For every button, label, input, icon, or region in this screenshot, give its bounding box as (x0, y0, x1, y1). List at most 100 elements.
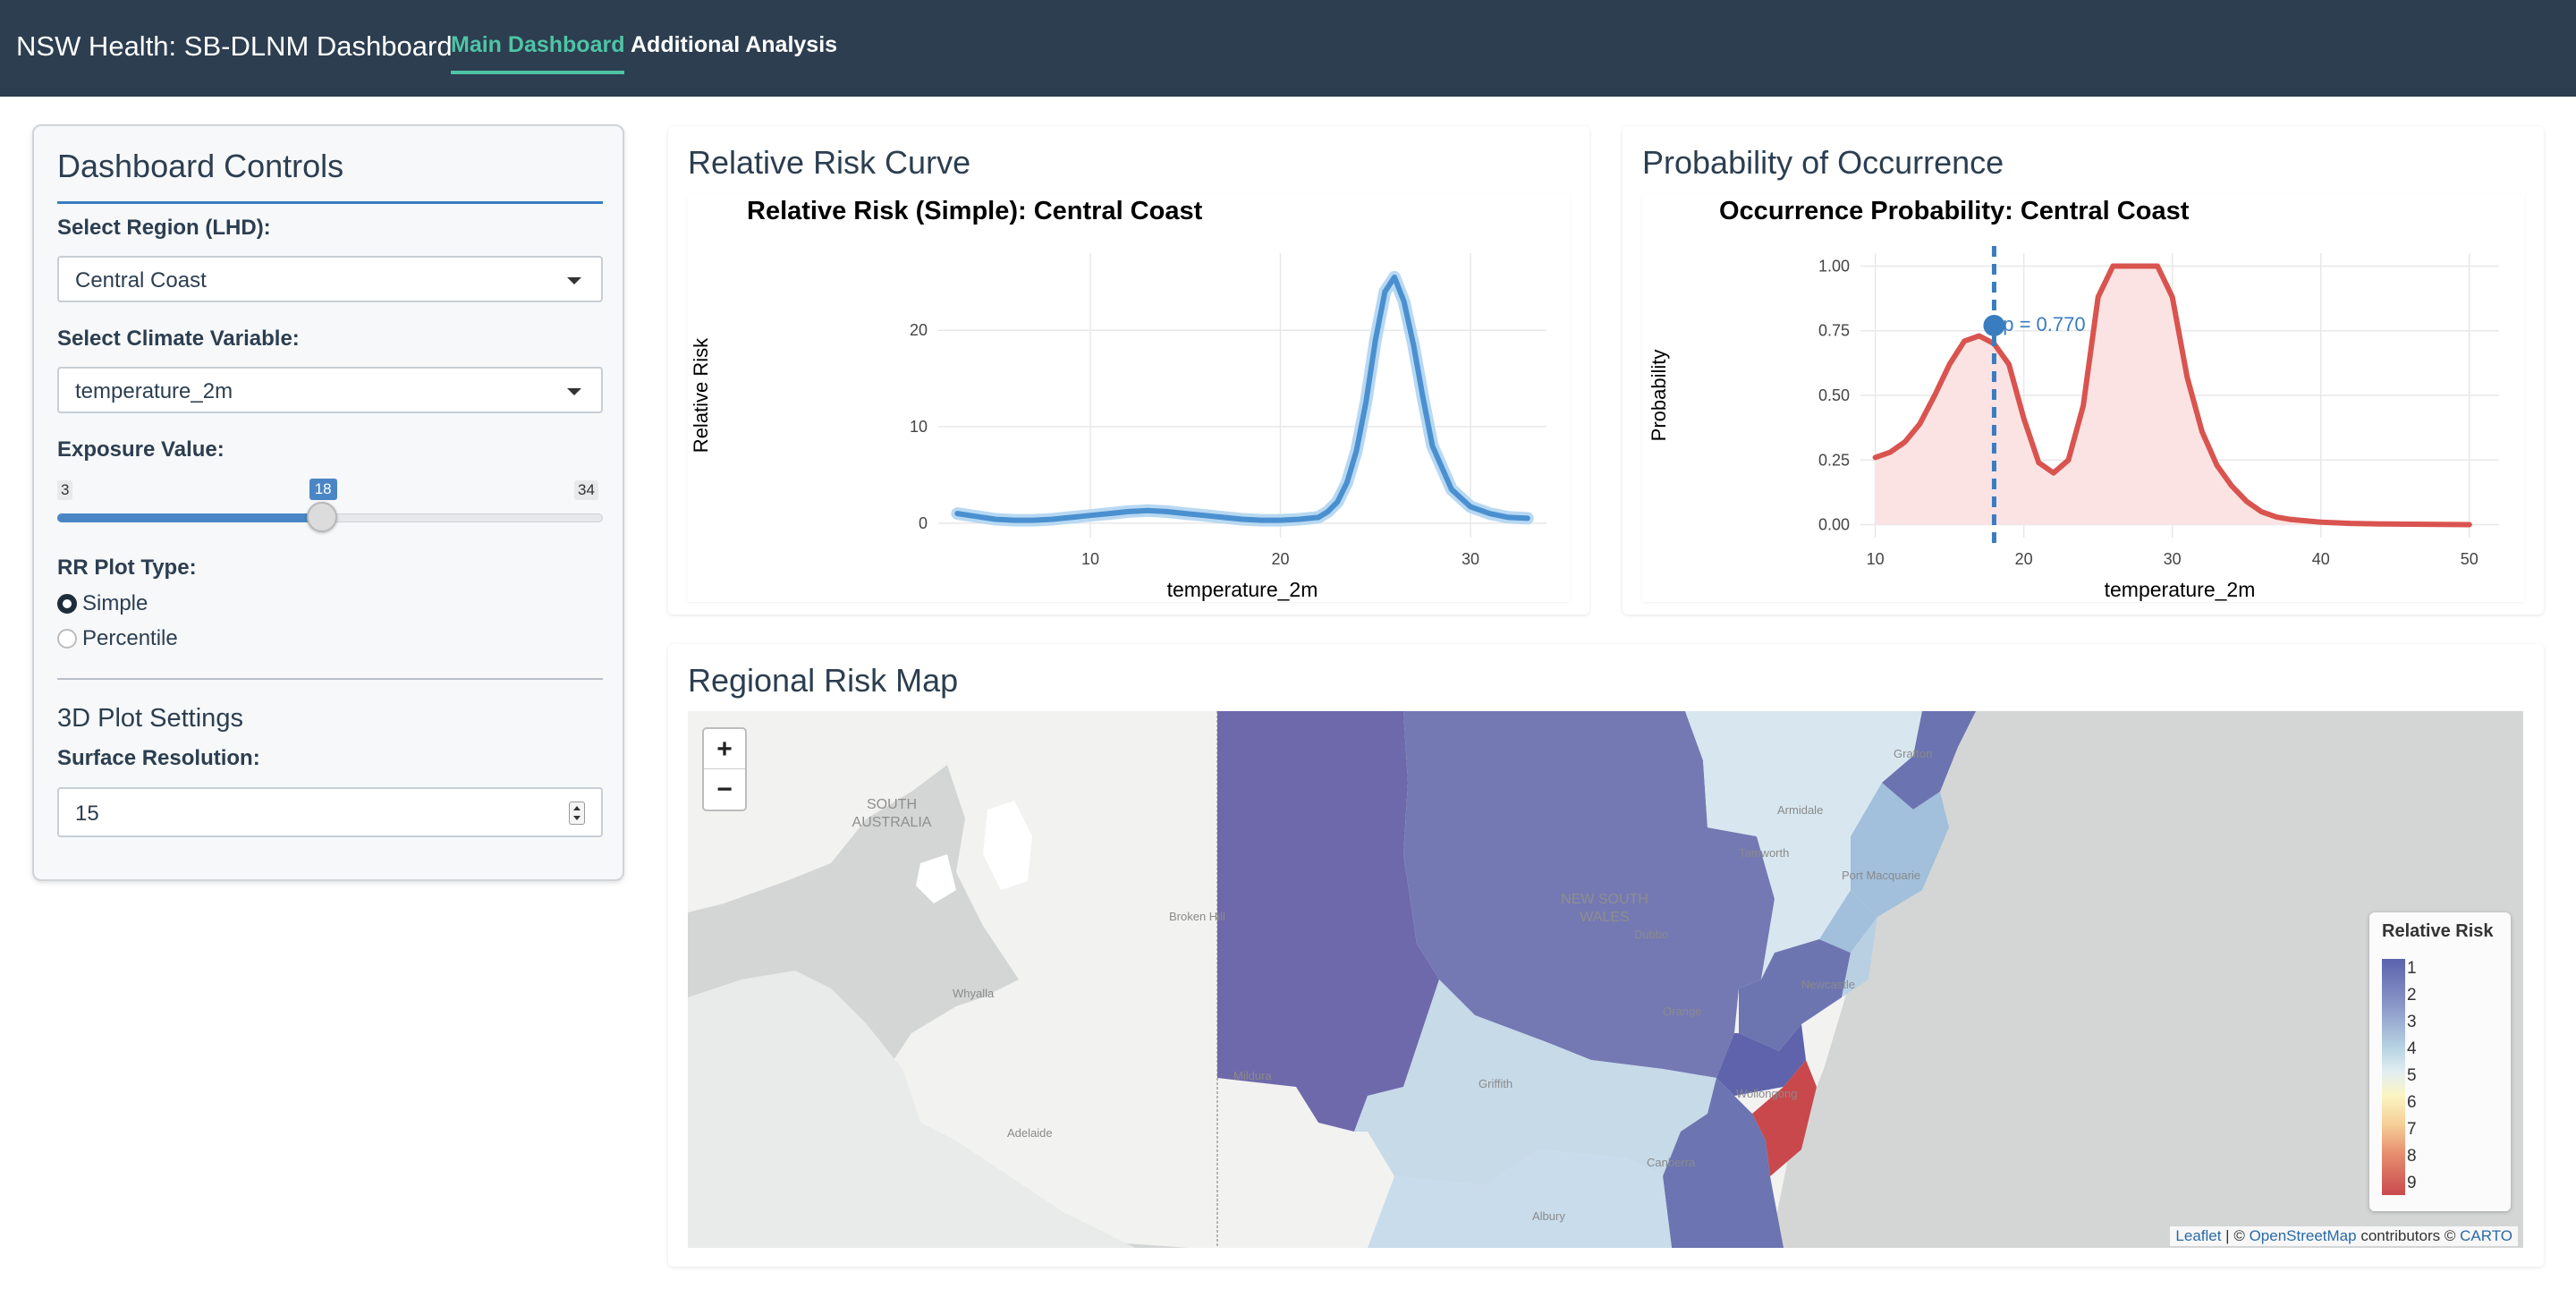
exposure-label: Exposure Value: (57, 437, 225, 462)
x-tick-label: 30 (1462, 550, 1479, 568)
y-tick-label: 0.75 (1818, 322, 1850, 340)
region-southern-nsw[interactable] (1663, 1078, 1784, 1248)
navbar: NSW Health: SB-DLNM Dashboard Main Dashb… (0, 0, 2576, 97)
label-whyalla: Whyalla (953, 987, 995, 1000)
legend-tick: 1 (2407, 959, 2417, 978)
map-svg[interactable]: SOUTH AUSTRALIA NEW SOUTH WALES Broken H… (688, 711, 2523, 1248)
plot-settings-title: 3D Plot Settings (57, 704, 243, 733)
region-nepean-blue-mountains[interactable] (1739, 939, 1851, 1051)
title-divider (57, 201, 603, 204)
zoom-out-button[interactable]: − (716, 775, 733, 804)
legend-tick: 4 (2407, 1039, 2417, 1058)
x-axis-label: temperature_2m (2105, 578, 2256, 601)
label-port-macquarie: Port Macquarie (1842, 869, 1920, 882)
label-mildura: Mildura (1233, 1069, 1272, 1082)
legend-tick: 9 (2407, 1174, 2417, 1192)
spinner-icon[interactable] (569, 801, 585, 825)
radio-unchecked-icon[interactable] (57, 629, 77, 649)
radio-percentile-label: Percentile (82, 626, 178, 650)
tab-main-dashboard[interactable]: Main Dashboard (451, 32, 625, 74)
prob-plot[interactable]: Occurrence Probability: Central Coast 10 2… (1642, 194, 2524, 602)
region-far-west[interactable] (1217, 711, 1439, 1132)
chevron-down-icon (567, 277, 581, 284)
x-tick-label: 10 (1081, 550, 1099, 568)
y-tick-label: 0.25 (1818, 451, 1850, 469)
label-armidale: Armidale (1777, 803, 1823, 817)
resolution-input[interactable]: 15 (57, 787, 603, 837)
leaflet-link[interactable]: Leaflet (2175, 1227, 2222, 1244)
label-griffith: Griffith (1479, 1077, 1513, 1090)
legend-tick: 5 (2407, 1066, 2417, 1085)
label-adelaide: Adelaide (1007, 1126, 1053, 1140)
exposure-slider-fill (57, 513, 322, 522)
region-central-coast[interactable] (1842, 917, 1877, 997)
region-hunter-coast[interactable] (1819, 890, 1877, 953)
region-illawarra[interactable] (1752, 1060, 1817, 1176)
slider-max-label: 34 (574, 480, 598, 500)
salt-lake (916, 854, 956, 903)
chart-title: Occurrence Probability: Central Coast (1719, 197, 2190, 225)
region-murrumbidgee[interactable] (1354, 980, 1716, 1185)
radio-checked-icon[interactable] (57, 594, 77, 614)
region-northern-nsw[interactable] (1882, 711, 1976, 810)
region-select-value: Central Coast (75, 268, 207, 293)
x-tick-label: 20 (2015, 550, 2033, 568)
y-tick-label: 0.50 (1818, 386, 1850, 404)
zoom-in-button[interactable]: + (704, 729, 745, 769)
label-newcastle: Newcastle (1801, 978, 1855, 991)
region-select[interactable]: Central Coast (57, 256, 603, 302)
osm-link[interactable]: OpenStreetMap (2249, 1227, 2357, 1244)
peninsula-land (688, 971, 1135, 1248)
confidence-band (951, 270, 1534, 527)
y-axis-label: Probability (1648, 350, 1670, 442)
exposure-marker-point (1983, 314, 2005, 336)
y-tick-label: 0 (919, 514, 928, 532)
controls-title: Dashboard Controls (57, 148, 344, 184)
salt-lake (983, 801, 1032, 890)
label-orange: Orange (1663, 1005, 1701, 1018)
exposure-slider-handle[interactable] (306, 502, 337, 532)
prob-card-title: Probability of Occurrence (1642, 144, 2004, 181)
prob-chart[interactable]: Occurrence Probability: Central Coast 10 2… (1642, 194, 2524, 602)
rr-type-label: RR Plot Type: (57, 555, 197, 580)
slider-current-label: 18 (309, 479, 337, 500)
label-south-australia: SOUTH (867, 797, 917, 812)
rr-card: Relative Risk Curve Relative Risk (Simpl… (668, 126, 1589, 615)
rr-card-title: Relative Risk Curve (688, 144, 971, 181)
region-mid-north-coast[interactable] (1851, 783, 1949, 917)
carto-link[interactable]: CARTO (2460, 1227, 2512, 1244)
section-divider (57, 678, 603, 680)
tasman-sea (1770, 711, 2523, 1248)
y-tick-label: 10 (910, 418, 928, 436)
region-sydney[interactable] (1716, 1024, 1806, 1096)
exposure-annotation: p = 0.770 (2003, 313, 2085, 335)
chart-title: Relative Risk (Simple): Central Coast (747, 197, 1203, 225)
region-hunter-new-england[interactable] (1685, 711, 1922, 980)
attrib-sep: | © (2221, 1227, 2250, 1244)
tab-additional-analysis[interactable]: Additional Analysis (631, 32, 838, 57)
y-tick-label: 20 (910, 321, 928, 339)
x-tick-label: 50 (2461, 550, 2479, 568)
climate-select[interactable]: temperature_2m (57, 367, 603, 413)
resolution-value: 15 (75, 801, 99, 826)
regional-risk-map[interactable]: SOUTH AUSTRALIA NEW SOUTH WALES Broken H… (688, 711, 2523, 1248)
x-axis-label: temperature_2m (1167, 578, 1318, 601)
y-tick-label: 1.00 (1818, 257, 1850, 275)
region-murrumbidgee-south[interactable] (1368, 1149, 1672, 1248)
chevron-down-icon (567, 388, 581, 395)
rr-chart[interactable]: Relative Risk (Simple): Central Coast 10 2… (688, 194, 1570, 602)
rr-plot[interactable]: Relative Risk (Simple): Central Coast 10 2… (688, 194, 1570, 602)
series-area (1875, 266, 2470, 525)
y-tick-label: 0.00 (1818, 516, 1850, 534)
region-western-nsw[interactable] (1403, 711, 1775, 1078)
label-tamworth: Tamworth (1739, 846, 1789, 860)
climate-select-value: temperature_2m (75, 379, 233, 403)
y-axis-label: Relative Risk (690, 337, 712, 453)
climate-label: Select Climate Variable: (57, 326, 300, 351)
app-title: NSW Health: SB-DLNM Dashboard (16, 30, 453, 62)
x-tick-label: 40 (2312, 550, 2330, 568)
map-card-title: Regional Risk Map (688, 662, 959, 699)
legend-tick: 6 (2407, 1093, 2417, 1112)
x-tick-label: 20 (1271, 550, 1289, 568)
dashboard-controls-panel: Dashboard Controls Select Region (LHD): … (32, 124, 624, 881)
